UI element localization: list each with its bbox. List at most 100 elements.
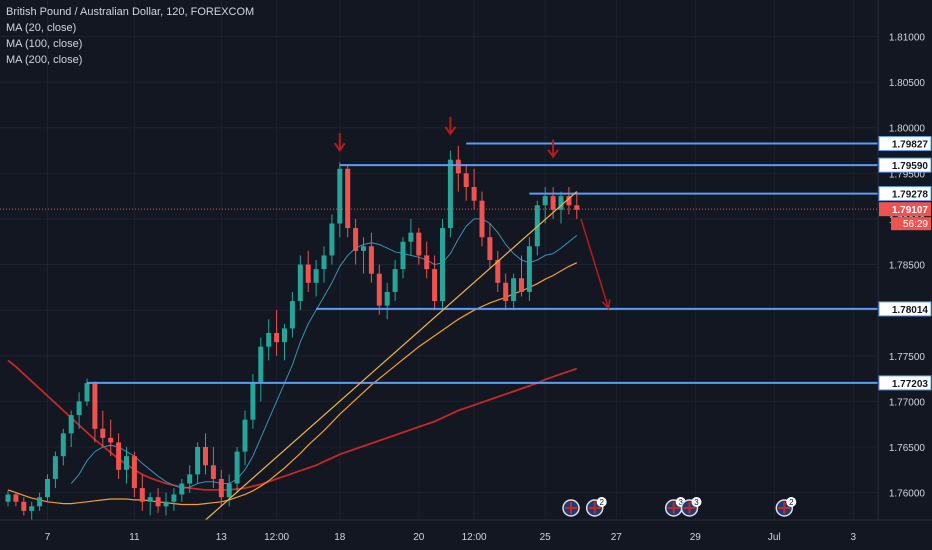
candle-body (21, 501, 27, 511)
candle-body (187, 474, 193, 484)
candle-body (376, 273, 382, 306)
candle-body (297, 264, 303, 302)
candle-body (487, 237, 493, 260)
candle-body (52, 456, 58, 479)
candle-body (550, 196, 556, 210)
level-price-tag (878, 301, 932, 317)
candle-body (321, 255, 327, 270)
price-tick-label: 1.78500 (889, 261, 926, 272)
level-price-label: 1.77203 (892, 379, 929, 390)
candle-body (124, 456, 129, 470)
ma20-line (70, 218, 578, 489)
price-axis-panel[interactable] (878, 0, 932, 520)
time-tick-label: 20 (413, 532, 425, 543)
price-tick-label: 1.81000 (889, 32, 926, 43)
candle-body (353, 228, 359, 251)
time-tick-label: 29 (690, 532, 702, 543)
down-arrow-head (547, 149, 559, 159)
down-arrow-head (333, 142, 346, 152)
candle-body (511, 278, 517, 302)
candle-body (574, 205, 580, 210)
candle-body (455, 159, 461, 174)
chart-title[interactable]: British Pound / Australian Dollar, 120, … (6, 6, 255, 18)
candle-body (29, 506, 35, 511)
candle-body (13, 494, 19, 502)
candle-body (416, 232, 422, 256)
candle-body (92, 383, 98, 429)
level-price-tag (878, 157, 932, 173)
ma20-layer (70, 218, 578, 489)
candle-body (368, 246, 374, 274)
indicator-ma20-label[interactable]: MA (20, close) (6, 22, 77, 34)
time-axis-panel[interactable] (0, 520, 932, 550)
candle-body (45, 478, 50, 498)
time-tick-label: 7 (45, 532, 51, 543)
candle-body (210, 465, 216, 479)
candle-body (471, 187, 477, 201)
candle-body (266, 332, 272, 347)
candle-body (337, 168, 343, 224)
price-tick-label: 1.80500 (889, 78, 926, 89)
candle-body (424, 255, 430, 270)
indicator-ma100-label[interactable]: MA (100, close) (6, 38, 83, 50)
event-markers-layer[interactable]: 2 3 3 2 (562, 497, 797, 517)
chart-legend: British Pound / Australian Dollar, 120, … (6, 4, 254, 68)
time-tick-label: 3 (851, 532, 857, 543)
candle-body (526, 246, 532, 292)
candle-body (147, 497, 153, 502)
event-badge-count: 2 (599, 498, 604, 507)
candle-body (163, 501, 169, 507)
candle-body (566, 196, 572, 206)
candle-body (179, 483, 185, 495)
candle-body (558, 196, 564, 210)
candle-body (392, 269, 398, 292)
candle-body (503, 282, 509, 302)
event-badge (786, 497, 797, 507)
level-price-tag (878, 375, 932, 391)
price-tick-label: 1.79500 (889, 169, 926, 180)
candle-body (195, 447, 201, 475)
candle-body (305, 264, 311, 283)
candle-body (218, 478, 224, 498)
candle-body (400, 241, 406, 270)
time-axis[interactable]: 7 11 13 12:00 18 20 12:00 25 27 29 Jul 3 (45, 532, 857, 543)
price-tick-label: 1.76000 (889, 489, 926, 500)
candle-body (258, 346, 264, 384)
level-price-tag (878, 186, 932, 202)
price-labels: 1.79827 1.79590 1.79278 1.78014 1.77203 1.791… (878, 136, 932, 391)
candle-body (345, 168, 351, 229)
level-price-label: 1.79827 (892, 140, 929, 151)
down-arrow-head (444, 126, 457, 136)
candle-body (116, 442, 122, 470)
level-price-label: 1.78014 (892, 305, 929, 316)
indicator-ma200-label[interactable]: MA (200, close) (6, 54, 83, 66)
candle-body (226, 483, 232, 498)
price-tick-label: 1.80000 (889, 124, 926, 135)
candle-body (440, 228, 445, 302)
trendline (205, 191, 578, 521)
time-tick-label: 18 (334, 532, 346, 543)
drawings-layer[interactable] (0, 116, 878, 521)
candle-body (361, 246, 366, 251)
event-badge (691, 497, 702, 507)
current-price-label: 1.79107 (892, 205, 929, 216)
candle-body (203, 447, 208, 466)
candle-body (76, 401, 82, 416)
candle-body (313, 269, 319, 283)
candle-body (234, 451, 240, 484)
projection-arrow-shaft (580, 218, 610, 309)
price-tick-label: 1.77500 (889, 352, 926, 363)
time-tick-label: 25 (540, 532, 552, 543)
event-badge (596, 497, 607, 507)
price-tick-label: 1.76500 (889, 443, 926, 454)
candle-body (155, 497, 161, 507)
time-tick-label: Jul (768, 532, 781, 543)
candle-body (5, 494, 11, 502)
candle-body (384, 291, 390, 306)
level-price-label: 1.79278 (892, 190, 929, 201)
event-badge-count: 3 (678, 498, 683, 507)
grid-lines (0, 0, 878, 520)
price-tick-label: 1.77000 (889, 397, 926, 408)
